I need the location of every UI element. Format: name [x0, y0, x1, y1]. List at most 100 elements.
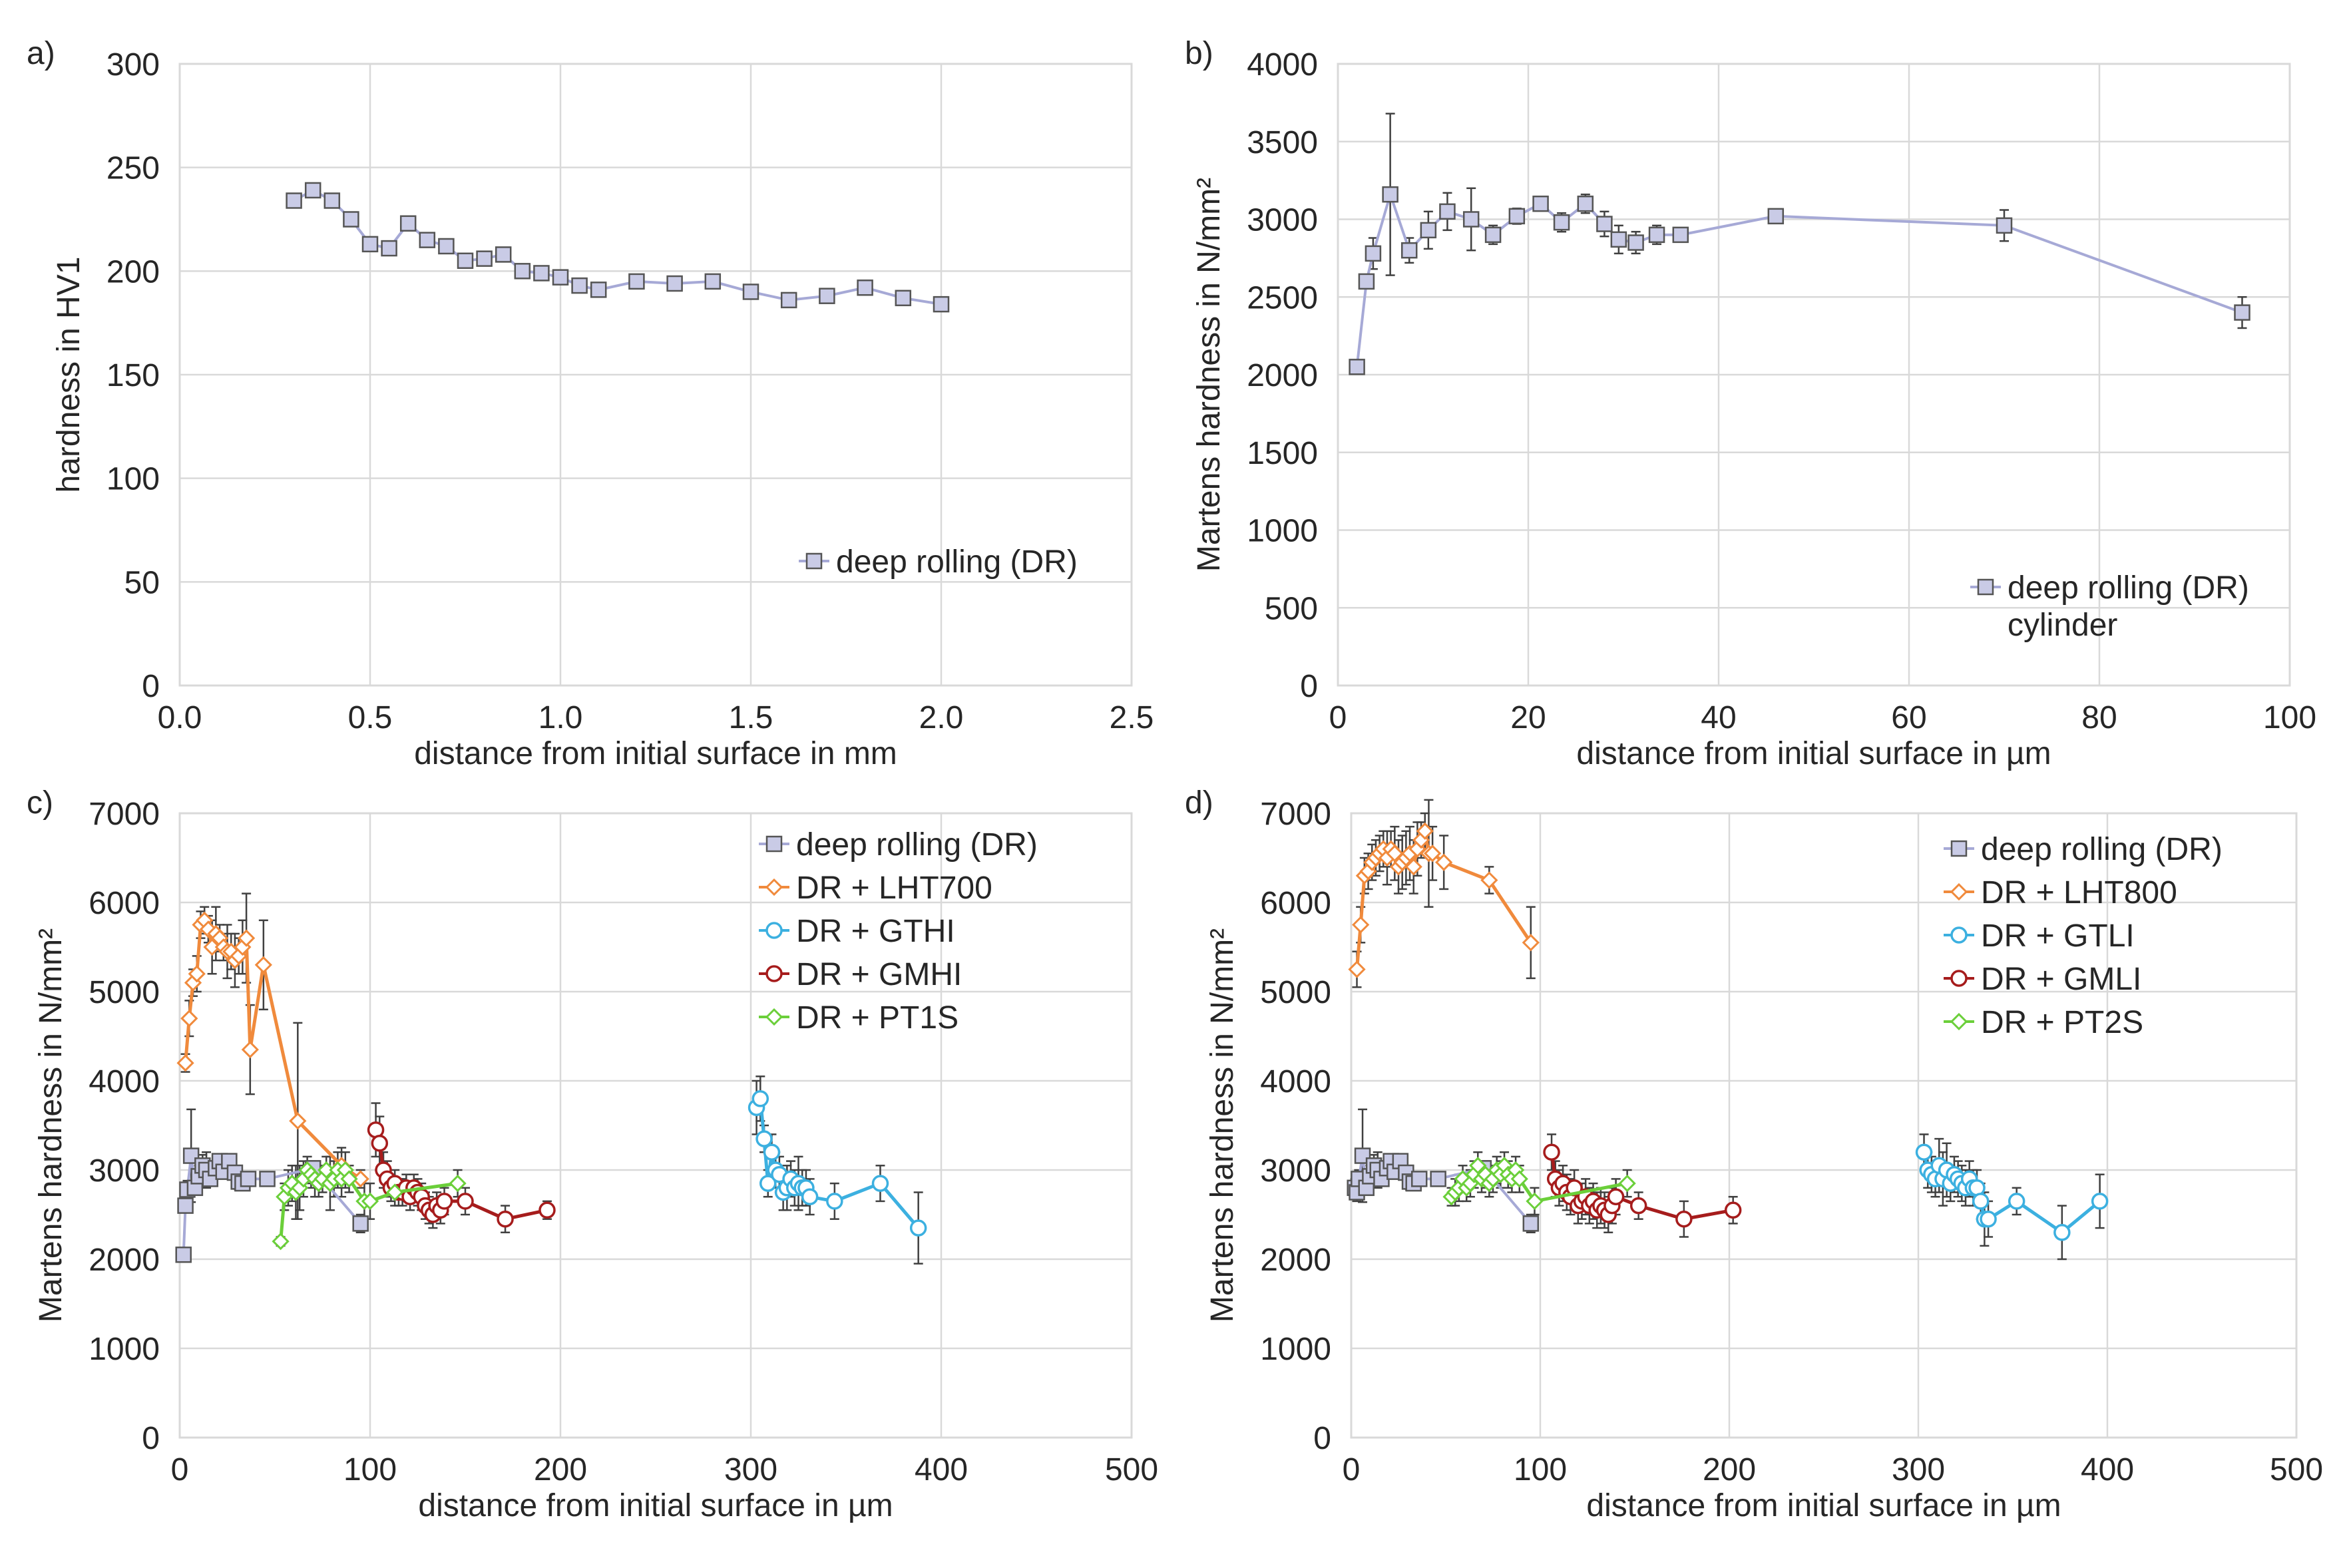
legend-label: DR + LHT800: [1981, 875, 2177, 910]
gridlines: [180, 64, 1132, 686]
data-point: [1767, 208, 1785, 225]
y-tick-label: 0: [1300, 669, 1318, 704]
y-tick-labels: 0 500 1000 1500 2000 2500 3000 3500 4000: [1247, 47, 1318, 704]
data-point: [2091, 1193, 2109, 1210]
data-point: [175, 1247, 192, 1263]
data-point: [381, 240, 397, 257]
data-point: [1577, 195, 1594, 212]
data-point: [254, 956, 272, 974]
data-point: [438, 238, 455, 255]
data-point: [1439, 203, 1456, 220]
legend-label: deep rolling (DR): [2008, 570, 2249, 606]
legend-label: DR + GTHI: [796, 914, 955, 949]
legend-swatch-marker: [1950, 882, 1968, 901]
data-point: [457, 1193, 474, 1210]
x-tick-labels: 0 20 40 60 80 100: [1329, 700, 2316, 735]
data-point: [497, 1210, 514, 1228]
data-point: [351, 1170, 369, 1188]
data-point: [1648, 226, 1665, 244]
legend-label: DR + LHT700: [796, 871, 992, 906]
data-point: [1610, 231, 1627, 248]
data-point: [1672, 226, 1689, 244]
data-point: [177, 1197, 194, 1214]
x-axis-title: distance from initial surface in mm: [414, 736, 897, 771]
x-tick-label: 100: [1514, 1452, 1567, 1487]
y-tick-label: 3000: [1247, 203, 1318, 238]
y-axis-title: Martens hardness in N/mm²: [33, 928, 69, 1322]
y-tick-label: 6000: [89, 886, 160, 921]
legend: deep rolling (DR): [799, 544, 1078, 580]
series-layer: [1349, 186, 2250, 375]
data-point: [1553, 214, 1570, 231]
data-point: [1526, 1192, 1544, 1211]
data-point: [1348, 960, 1366, 978]
x-tick-label: 0.5: [348, 700, 393, 735]
data-point: [1980, 1210, 1997, 1228]
y-tick-label: 3500: [1247, 125, 1318, 160]
legend-swatch-marker: [1950, 970, 1968, 987]
x-tick-labels: 0 100 200 300 400 500: [171, 1452, 1158, 1487]
data-point: [259, 1171, 276, 1187]
data-point: [909, 1219, 927, 1237]
panel-d: d) 0 100 200 300 400 500 0 1000 2000 3000 4000 500…: [1185, 785, 2323, 1523]
data-point: [241, 1040, 259, 1059]
data-point: [1543, 1143, 1560, 1161]
x-tick-label: 300: [1892, 1452, 1945, 1487]
data-point: [352, 1215, 369, 1232]
y-tick-label: 2500: [1247, 280, 1318, 315]
legend: deep rolling (DR) DR + LHT700 DR + GTHI DR …: [759, 827, 1038, 1036]
x-axis-title: distance from initial surface in µm: [1586, 1488, 2061, 1523]
data-point: [704, 273, 722, 290]
x-tick-label: 200: [534, 1452, 587, 1487]
data-point: [1675, 1210, 1693, 1228]
x-tick-label: 500: [2270, 1452, 2323, 1487]
x-tick-label: 1.0: [538, 700, 583, 735]
data-point: [399, 215, 417, 232]
data-point: [1382, 186, 1398, 203]
data-point: [1607, 1188, 1625, 1205]
legend-label: DR + GTLI: [1981, 918, 2135, 954]
data-point: [286, 192, 302, 209]
data-point: [1629, 1197, 1647, 1215]
data-point: [1352, 916, 1370, 934]
data-point: [1996, 217, 2013, 234]
data-point: [801, 1188, 819, 1205]
y-tick-label: 2000: [1260, 1243, 1331, 1278]
data-point: [435, 1193, 453, 1210]
data-point: [272, 1233, 290, 1251]
y-tick-label: 5000: [89, 975, 160, 1010]
legend-label: DR + GMLI: [1981, 962, 2141, 997]
data-point: [1915, 1143, 1933, 1161]
y-tick-label: 0: [142, 669, 160, 704]
data-point: [1596, 216, 1613, 232]
data-point: [571, 277, 588, 294]
data-point: [1410, 1171, 1428, 1187]
plot-frame: [1350, 812, 2298, 1439]
legend-swatch-marker: [765, 878, 783, 896]
x-tick-labels: 0 100 200 300 400 500: [1343, 1452, 2323, 1487]
x-tick-label: 0: [171, 1452, 189, 1487]
legend-swatch-marker: [805, 552, 823, 570]
data-point: [203, 938, 221, 956]
legend-label: deep rolling (DR): [836, 544, 1078, 580]
data-point: [1435, 853, 1453, 871]
y-axis-title: hardness in HV1: [51, 257, 87, 493]
data-point: [1484, 226, 1502, 244]
legend-label: deep rolling (DR): [1981, 832, 2223, 867]
plot-frame: [178, 63, 1133, 687]
data-point: [188, 965, 206, 983]
gridlines: [180, 813, 1132, 1438]
x-tick-label: 40: [1701, 700, 1736, 735]
y-tick-label: 5000: [1260, 975, 1331, 1010]
x-tick-label: 400: [915, 1452, 968, 1487]
legend-swatch-marker: [765, 1008, 783, 1026]
y-tick-label: 1000: [1247, 514, 1318, 549]
series-layer: [175, 911, 927, 1263]
panel-label: b): [1185, 36, 1213, 71]
data-point: [1462, 211, 1480, 228]
data-point: [826, 1193, 843, 1210]
panel-label: c): [27, 785, 53, 821]
panel-c: c) 0 100 200 300 400 500 0 1000 2000 3000 4000 500…: [27, 785, 1158, 1523]
data-point: [1510, 1170, 1528, 1188]
